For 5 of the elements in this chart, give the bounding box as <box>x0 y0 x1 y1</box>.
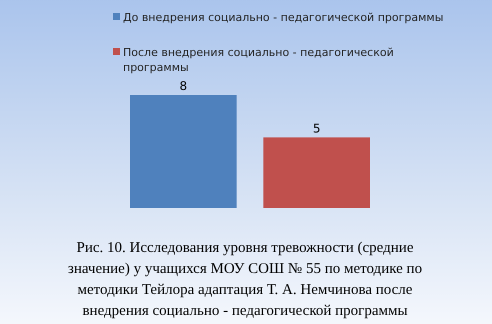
text: Рис. 10. Исследования уровня тревожности (средние значение) у учащихся МОУ СОШ № 55 по методике по методики Тейлора адаптация Т. А. Немчинова после внедрения социально - педагогической программы <box>68 240 422 319</box>
data-label: 5 <box>312 121 320 136</box>
legend-label: После внедрения социально - педагогической программы <box>123 46 394 74</box>
data-label: 8 <box>180 79 188 93</box>
legend-label: До внедрения социально - педагогической программы <box>123 11 444 24</box>
